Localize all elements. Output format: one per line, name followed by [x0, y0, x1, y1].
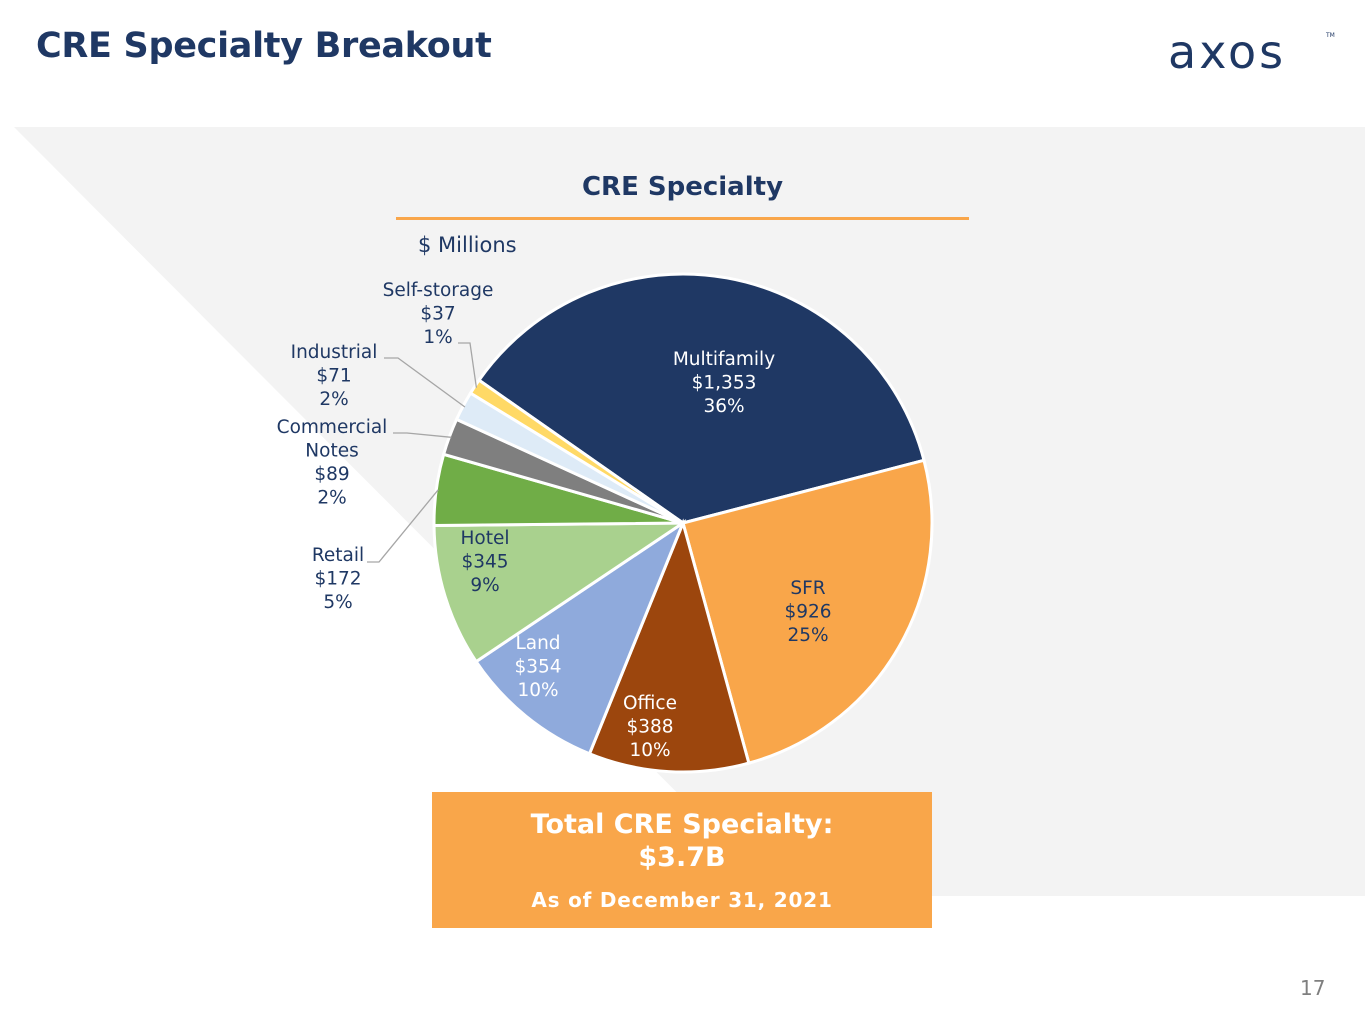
pie-slice-hotel [432, 521, 689, 664]
unit-label: $ Millions [418, 233, 517, 257]
pie-slice-multifamily [476, 272, 926, 525]
page-title: CRE Specialty Breakout [36, 26, 492, 66]
leader-line-retail [367, 489, 439, 563]
page-number: 17 [1300, 976, 1326, 1000]
logo-trademark: TM [1325, 32, 1335, 39]
data-label-land: Land $354 10% [514, 633, 561, 701]
pie-slice-land [474, 519, 687, 756]
chart-title: CRE Specialty [581, 172, 784, 202]
data-label-retail: Retail $172 5% [312, 545, 364, 613]
data-label-office: Office $388 10% [623, 693, 677, 761]
data-label-industrial: Industrial $71 2% [291, 342, 378, 410]
pie-slice-office [587, 518, 751, 774]
pie-slice-self-storage [468, 378, 684, 525]
total-callout: Total CRE Specialty: $3.7B As of Decembe… [432, 792, 932, 928]
leader-line-industrial [384, 357, 466, 408]
data-label-sfr: SFR $926 25% [784, 578, 831, 646]
logo-wordmark: axos [1168, 28, 1286, 78]
pie-slice-sfr [681, 458, 934, 765]
data-label-multifamily: Multifamily $1,353 36% [673, 349, 775, 417]
leader-line-self-storage [458, 342, 478, 388]
total-label: Total CRE Specialty: [530, 809, 834, 840]
leader-line-commercial-notes [393, 432, 452, 438]
as-of-date: As of December 31, 2021 [531, 888, 833, 912]
data-label-self-storage: Self-storage $37 1% [383, 280, 494, 348]
data-label-hotel: Hotel $345 9% [460, 528, 509, 596]
data-label-commercial-notes: Commercial Notes $89 2% [277, 417, 388, 509]
axos-logo: axos TM [1168, 28, 1335, 78]
total-value: $3.7B [638, 842, 726, 873]
chart-title-underline [396, 217, 969, 220]
